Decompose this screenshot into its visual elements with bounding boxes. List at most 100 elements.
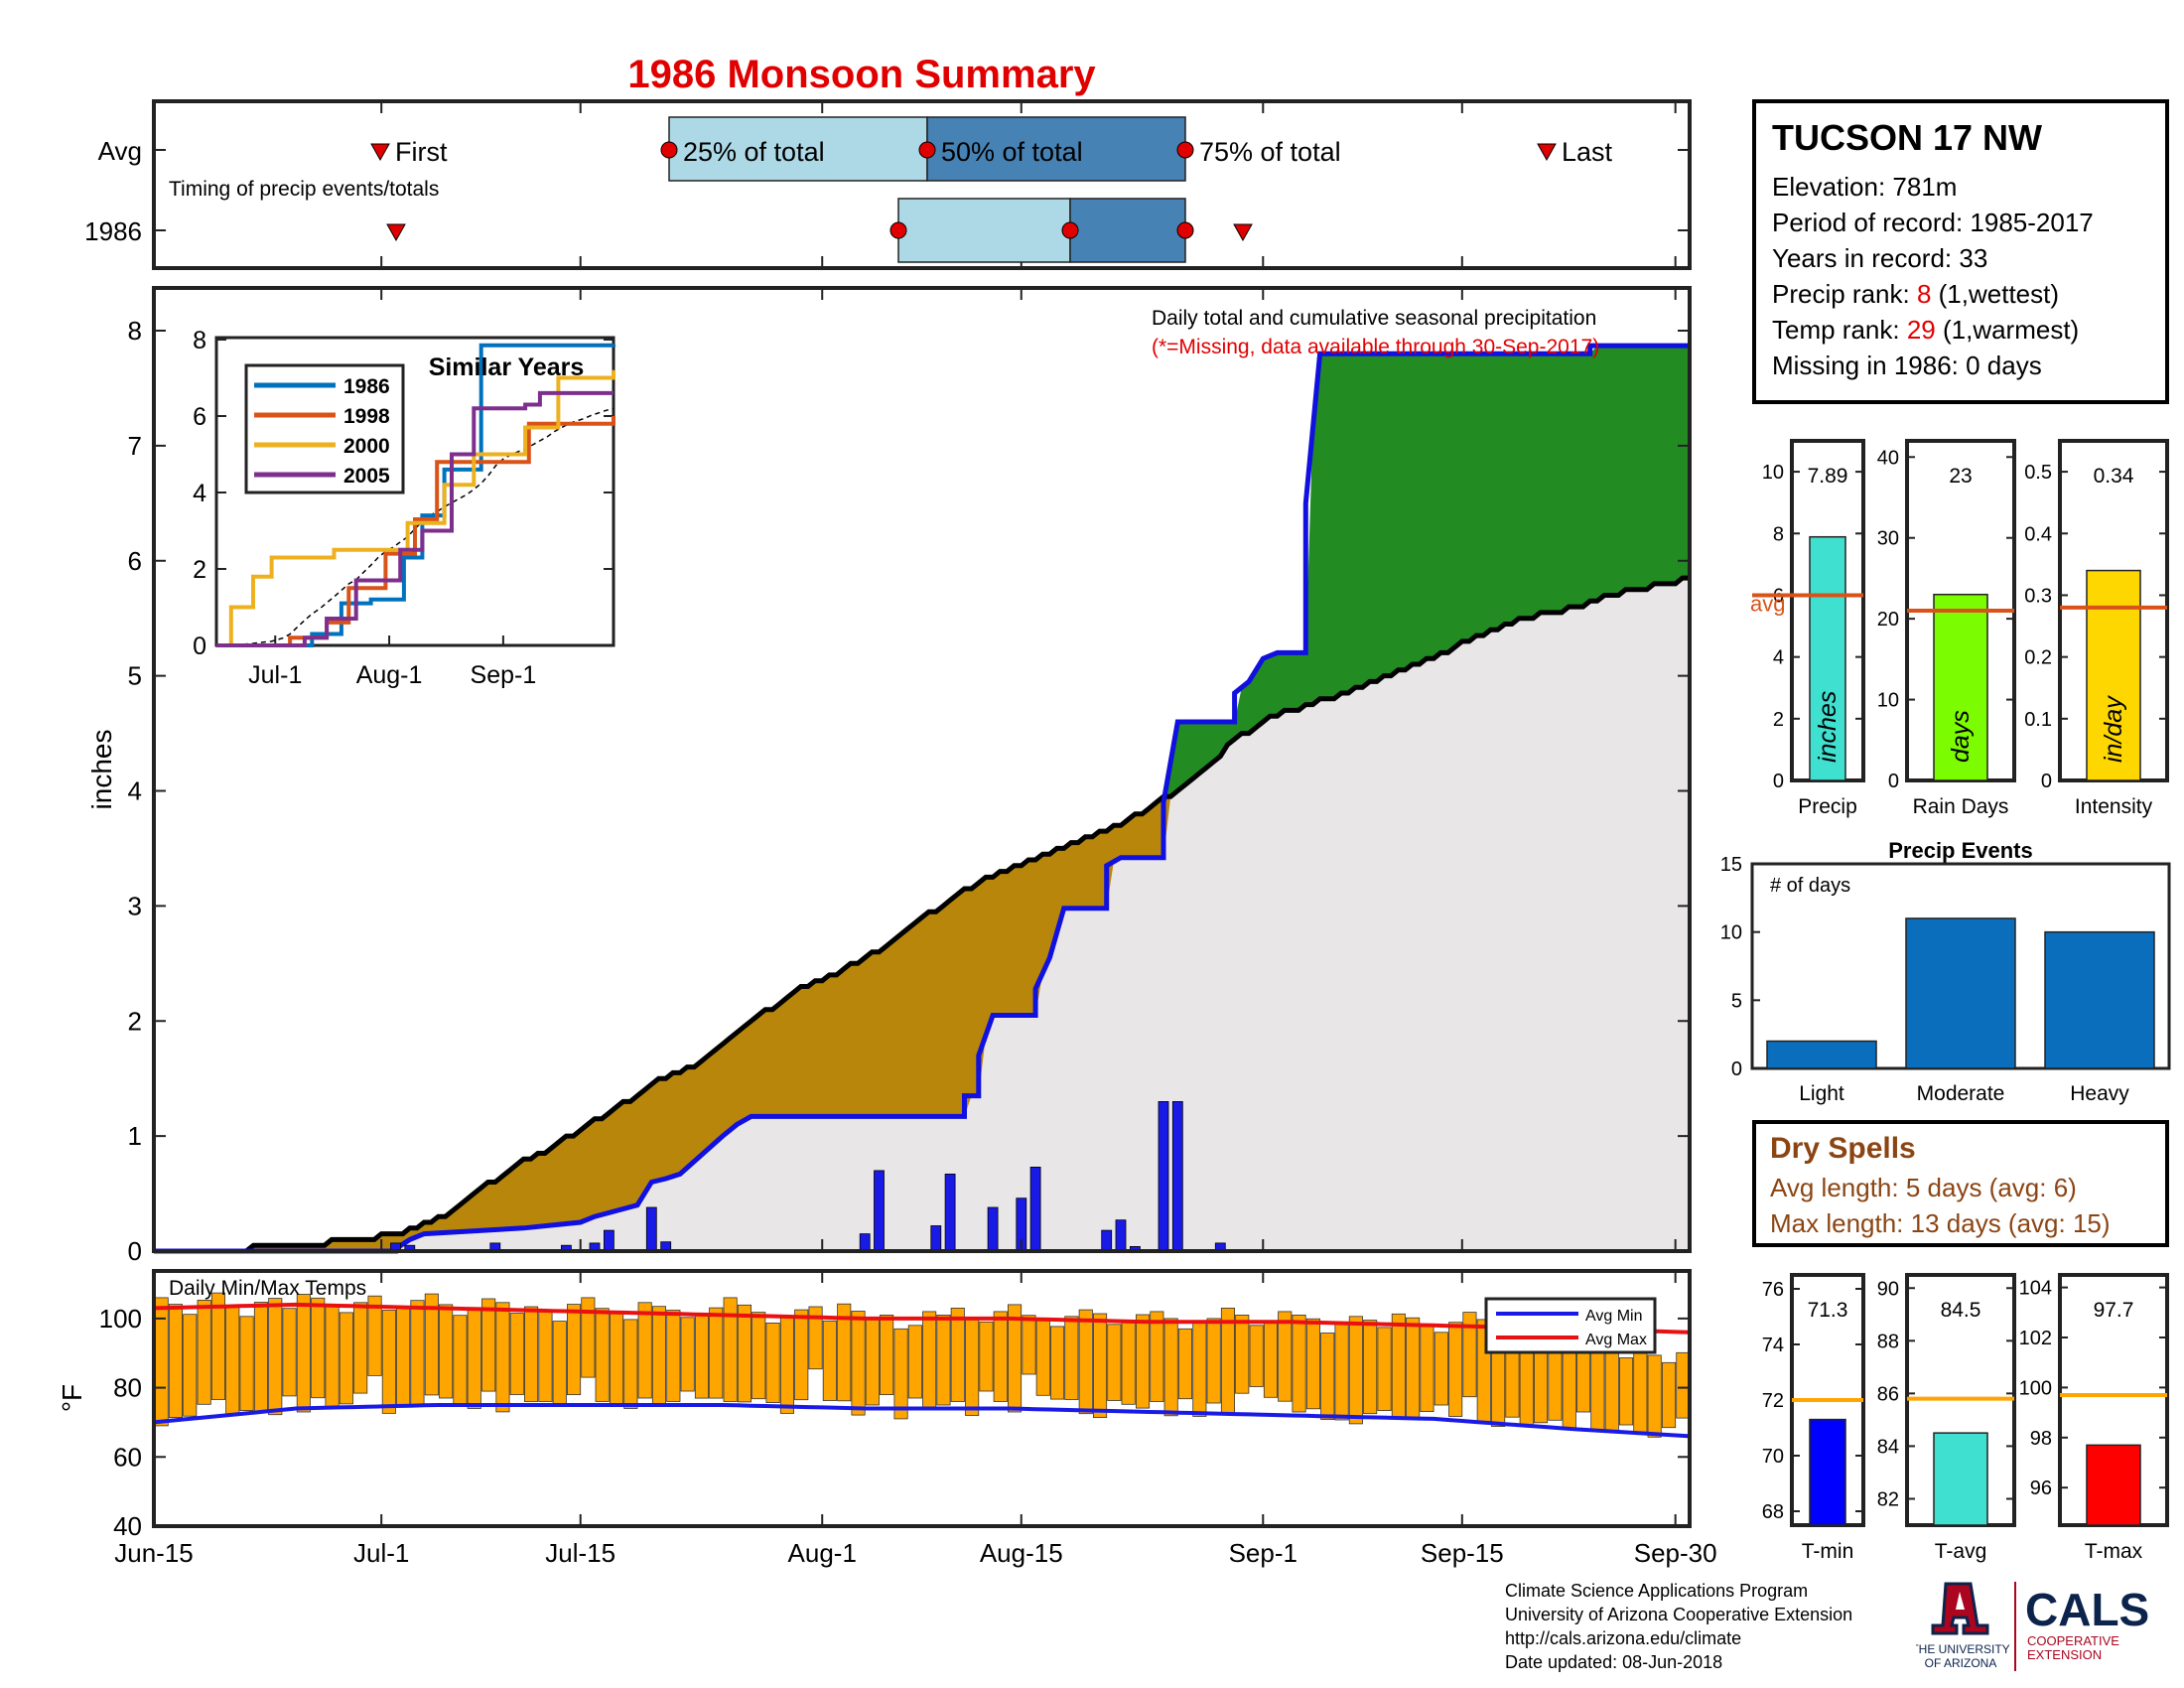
temp-ytick-label: 100 [99, 1304, 142, 1334]
summary-bar-charts: 0246810avg7.89inchesPrecip01020304023day… [1750, 439, 2169, 818]
summary-ytick-label: 20 [1877, 609, 1899, 631]
daily-temp-bar [1078, 1309, 1093, 1415]
temps-ylabel: °F [57, 1384, 87, 1412]
temps-title: Daily Min/Max Temps [169, 1277, 366, 1300]
daily-temp-bar [1619, 1357, 1634, 1426]
inset-ytick-label: 4 [193, 480, 206, 507]
summary-ytick-label: 102 [2019, 1328, 2052, 1349]
temps-chart: 40 60 80 100 Daily Min/Max Temps °F Avg Min… [57, 1269, 1717, 1568]
events-ytick-label: 10 [1720, 922, 1742, 944]
daily-temp-bar [1150, 1311, 1164, 1402]
daily-temp-bar [965, 1318, 980, 1416]
main-ytick-label: 3 [128, 891, 142, 920]
summary-ytick-label: 84 [1877, 1436, 1899, 1458]
daily-temp-bar [950, 1308, 965, 1402]
daily-temp-bar [1647, 1354, 1662, 1438]
daily-temp-bar [751, 1312, 766, 1400]
inset-ytick-label: 0 [193, 633, 206, 660]
daily-temp-bar [495, 1302, 510, 1413]
credits: Climate Science Applications Program Uni… [1505, 1579, 1852, 1674]
dry-spells-title: Dry Spells [1770, 1132, 1916, 1165]
daily-precip-bar [604, 1229, 614, 1252]
daily-temp-bar [1206, 1318, 1221, 1404]
summary-label: Precip [1798, 795, 1857, 818]
daily-temp-bar [353, 1302, 368, 1394]
credits-url[interactable]: http://cals.arizona.edu/climate [1505, 1628, 1742, 1648]
daily-temp-bar [282, 1308, 297, 1397]
daily-temp-bar [893, 1328, 908, 1420]
daily-precip-bar [1101, 1229, 1113, 1252]
inset-xtick-label: Sep-1 [471, 661, 537, 689]
dry-spells-box: Dry Spells Avg length: 5 days (avg: 6) M… [1752, 1120, 2169, 1247]
dry-spells-avg: Avg length: 5 days (avg: 6) [1770, 1173, 2077, 1202]
daily-temp-bar [1320, 1333, 1335, 1420]
daily-temp-bar [709, 1307, 724, 1399]
inset-series-line [216, 369, 615, 647]
daily-temp-bar [936, 1315, 951, 1406]
summary-ytick-label: 4 [1773, 647, 1784, 669]
summary-ytick-label: 72 [1762, 1390, 1784, 1412]
temp-summary-charts: 68 70 72 74 76 71.3 T-min 82 84 86 88 90 84.5 T-avg 96… [1762, 1273, 2169, 1563]
timing-caption: Timing of precip events/totals [169, 178, 439, 201]
daily-temp-bar [325, 1305, 340, 1409]
daily-precip-bar [1115, 1219, 1127, 1252]
summary-label: T-min [1802, 1540, 1854, 1563]
avg-q2-box [926, 116, 1186, 182]
daily-temp-bar [1249, 1325, 1264, 1387]
daily-temp-bar [538, 1310, 553, 1402]
date-tick-label: Aug-15 [980, 1538, 1063, 1568]
cals-sub-2: EXTENSION [2027, 1647, 2102, 1662]
daily-temp-bar [1377, 1327, 1392, 1412]
daily-temp-bar [1662, 1361, 1677, 1429]
summary-ytick-label: 98 [2030, 1428, 2052, 1450]
daily-temp-bar [225, 1306, 240, 1416]
summary-value: 71.3 [1808, 1299, 1848, 1322]
daily-temp-bar [239, 1316, 254, 1412]
summary-ytick-label: 86 [1877, 1383, 1899, 1405]
daily-temp-bar [424, 1293, 439, 1396]
main-ylabel: inches [86, 730, 117, 810]
daily-temp-bar [1433, 1332, 1448, 1406]
summary-ytick-label: 0 [1888, 771, 1899, 792]
daily-precip-bar [944, 1174, 956, 1252]
summary-ytick-label: 82 [1877, 1488, 1899, 1510]
main-ytick-label: 0 [128, 1236, 142, 1266]
summary-ytick-label: 96 [2030, 1477, 2052, 1499]
summary-label: Rain Days [1913, 795, 2009, 818]
events-category-label: Light [1799, 1082, 1844, 1105]
similar-years-inset: 0 2 4 6 8 Jul-1 Aug-1 Sep-1 Similar Years 1986 1… [193, 327, 615, 689]
daily-temp-bar [1163, 1318, 1178, 1417]
daily-temp-bar [197, 1300, 211, 1405]
daily-temp-bar [1348, 1316, 1363, 1425]
temp-ytick-label: 40 [113, 1511, 142, 1541]
main-ytick-label: 1 [128, 1121, 142, 1151]
summary-ytick-label: 0.4 [2024, 523, 2052, 545]
summary-unit: inches [1814, 691, 1842, 763]
daily-temp-bar [1305, 1318, 1321, 1410]
summary-ytick-label: 40 [1877, 447, 1899, 469]
credits-date: Date updated: 08-Jun-2018 [1505, 1652, 1723, 1672]
daily-temp-bar [1192, 1321, 1207, 1417]
credits-line-1: Climate Science Applications Program [1505, 1581, 1809, 1601]
summary-value: 84.5 [1941, 1299, 1981, 1322]
daily-temp-bar [1462, 1312, 1477, 1398]
summary-unit: in/day [2100, 695, 2127, 763]
daily-temp-bar [1022, 1315, 1036, 1375]
ua-line-2: OF ARIZONA [1925, 1656, 1997, 1670]
summary-ytick-label: 74 [1762, 1335, 1784, 1356]
daily-temp-bar [1292, 1315, 1306, 1413]
temp-ytick-label: 60 [113, 1442, 142, 1472]
avg-q1-box [668, 116, 928, 182]
legend-avg-max: Avg Max [1585, 1332, 1647, 1348]
summary-value: 97.7 [2094, 1299, 2134, 1322]
cals-logo: CALS [2025, 1584, 2149, 1635]
daily-temp-bar [595, 1308, 610, 1402]
daily-temp-bar [651, 1306, 666, 1406]
avg-25-marker [660, 141, 678, 159]
daily-temp-bar [524, 1306, 539, 1402]
daily-temp-bar [581, 1297, 596, 1378]
date-tick-label: Jul-1 [353, 1538, 409, 1568]
summary-ytick-label: 100 [2019, 1377, 2052, 1399]
daily-temp-bar [467, 1308, 481, 1409]
